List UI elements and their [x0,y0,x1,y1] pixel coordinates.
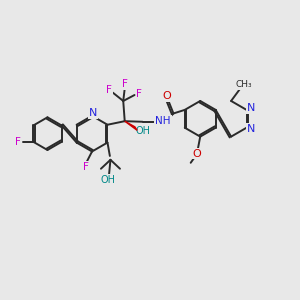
Text: N: N [88,108,97,118]
Text: OH: OH [100,175,116,185]
Text: O: O [193,148,202,159]
Text: N: N [247,124,255,134]
Text: O: O [162,91,171,101]
Text: CH₃: CH₃ [235,80,252,89]
Text: F: F [82,162,88,172]
Text: F: F [15,137,21,147]
Text: OH: OH [135,126,150,136]
Text: F: F [106,85,112,95]
Text: F: F [122,79,128,89]
Text: N: N [247,103,255,113]
Text: NH: NH [155,116,171,126]
Polygon shape [125,121,137,130]
Text: F: F [136,89,142,99]
